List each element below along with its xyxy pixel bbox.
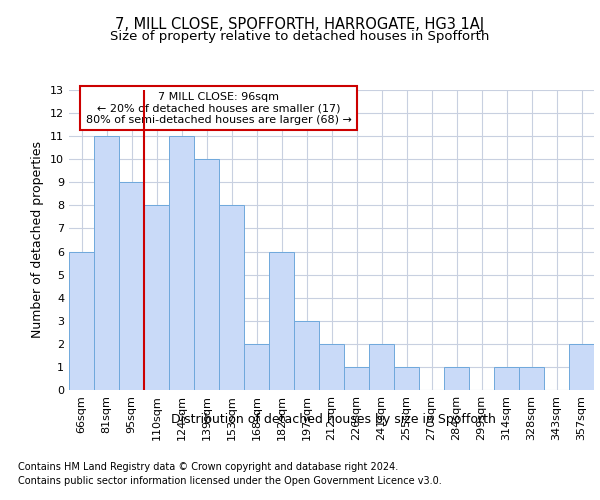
Bar [144,206,169,390]
Bar [369,344,394,390]
Bar [569,344,594,390]
Bar [494,367,519,390]
Text: Contains public sector information licensed under the Open Government Licence v3: Contains public sector information licen… [18,476,442,486]
Bar [119,182,144,390]
Bar [219,206,244,390]
Bar [319,344,344,390]
Bar [394,367,419,390]
Text: Size of property relative to detached houses in Spofforth: Size of property relative to detached ho… [110,30,490,43]
Bar [69,252,94,390]
Text: Distribution of detached houses by size in Spofforth: Distribution of detached houses by size … [170,412,496,426]
Bar [269,252,294,390]
Text: 7, MILL CLOSE, SPOFFORTH, HARROGATE, HG3 1AJ: 7, MILL CLOSE, SPOFFORTH, HARROGATE, HG3… [115,18,485,32]
Y-axis label: Number of detached properties: Number of detached properties [31,142,44,338]
Bar [294,321,319,390]
Bar [344,367,369,390]
Bar [169,136,194,390]
Bar [444,367,469,390]
Bar [244,344,269,390]
Bar [94,136,119,390]
Text: Contains HM Land Registry data © Crown copyright and database right 2024.: Contains HM Land Registry data © Crown c… [18,462,398,472]
Bar [194,159,219,390]
Bar [519,367,544,390]
Text: 7 MILL CLOSE: 96sqm
← 20% of detached houses are smaller (17)
80% of semi-detach: 7 MILL CLOSE: 96sqm ← 20% of detached ho… [86,92,352,124]
